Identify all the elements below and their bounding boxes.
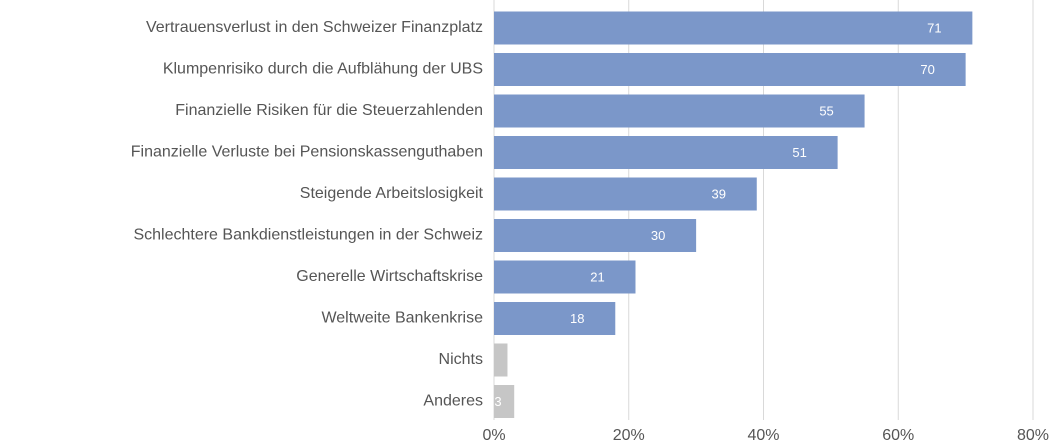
data-label: 70 (920, 62, 934, 77)
x-tick-label: 80% (1017, 427, 1049, 444)
bar (494, 385, 515, 418)
bar (494, 343, 508, 377)
y-tick-label: Weltweite Bankenkrise (321, 310, 483, 327)
bar (494, 219, 697, 252)
x-tick-label: 20% (613, 427, 645, 444)
x-tick-label: 60% (882, 427, 914, 444)
y-tick-label: Generelle Wirtschaftskrise (296, 268, 483, 285)
x-tick-label: 40% (747, 427, 779, 444)
bar (494, 302, 616, 335)
data-label: 55 (819, 103, 833, 118)
bar (494, 260, 636, 294)
y-tick-label: Nichts (439, 351, 483, 368)
data-label: 51 (792, 145, 806, 160)
data-label: 3 (494, 394, 501, 409)
y-tick-label: Anderes (423, 393, 483, 410)
bar (494, 136, 838, 169)
bar (494, 11, 973, 45)
y-tick-label: Klumpenrisiko durch die Aufblähung der U… (163, 61, 483, 78)
x-tick-label: 0% (482, 427, 505, 444)
data-label: 30 (651, 228, 665, 243)
y-tick-label: Finanzielle Risiken für die Steuerzahlen… (175, 102, 483, 119)
data-label: 18 (570, 311, 584, 326)
y-tick-label: Vertrauensverlust in den Schweizer Finan… (146, 19, 483, 36)
y-tick-label: Steigende Arbeitslosigkeit (300, 185, 484, 202)
bar (494, 94, 865, 128)
bar (494, 177, 757, 211)
data-label: 39 (712, 186, 726, 201)
bar (494, 53, 966, 86)
y-tick-label: Schlechtere Bankdienstleistungen in der … (133, 227, 483, 244)
data-label: 71 (927, 20, 941, 35)
data-label: 21 (590, 269, 604, 284)
y-tick-label: Finanzielle Verluste bei Pensionskasseng… (131, 144, 483, 161)
